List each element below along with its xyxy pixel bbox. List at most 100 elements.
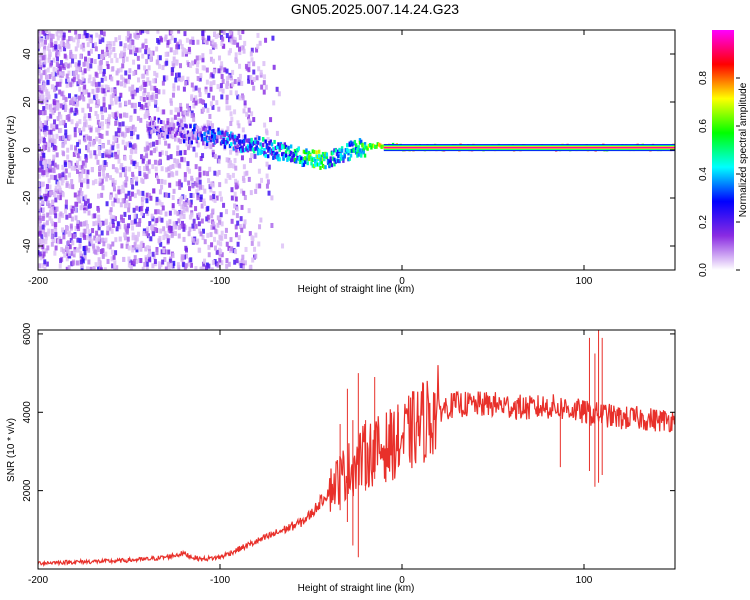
spectrogram-noise-cell xyxy=(96,159,100,165)
spectrogram-ridge-cell xyxy=(302,149,306,154)
spectrogram-noise-cell xyxy=(114,37,118,43)
spectrogram-noise-cell xyxy=(233,203,237,209)
spectrogram-noise-cell xyxy=(213,31,217,37)
spectrogram-noise-cell xyxy=(225,94,229,100)
spectrogram-noise-cell xyxy=(75,123,79,129)
spectrogram-noise-cell xyxy=(150,213,154,219)
spectrogram-noise-cell xyxy=(155,172,159,178)
spectrogram-ridge-cell xyxy=(188,133,191,138)
spectrogram-noise-cell xyxy=(146,161,150,167)
spectrogram-noise-cell xyxy=(89,34,93,40)
spectrogram-noise-cell xyxy=(149,195,153,201)
spectrogram-ridge-cell xyxy=(269,139,272,144)
spectrogram-noise-cell xyxy=(76,220,80,226)
spectrogram-noise-cell xyxy=(117,189,121,195)
spectrogram-noise-cell xyxy=(49,61,53,67)
spectrogram-noise-cell xyxy=(231,172,235,178)
spectrogram-noise-cell xyxy=(180,210,184,216)
spectrogram-noise-cell xyxy=(38,133,42,139)
spectrogram-noise-cell xyxy=(72,37,76,43)
spectrogram-ridge-cell xyxy=(284,153,288,158)
spectrogram-noise-cell xyxy=(94,154,98,160)
spectrogram-noise-cell xyxy=(237,77,241,83)
spectrogram-noise-cell xyxy=(119,172,123,178)
spectrogram-noise-cell xyxy=(250,79,254,85)
spectrogram-noise-cell xyxy=(152,78,156,84)
spectrogram-noise-cell xyxy=(262,89,266,95)
spectrogram-noise-cell xyxy=(165,60,169,66)
spectrogram-noise-cell xyxy=(127,74,131,80)
spectrogram-noise-cell xyxy=(213,42,217,48)
spectrogram-noise-cell xyxy=(142,96,146,102)
spectrogram-noise-cell xyxy=(275,86,279,92)
spectrogram-noise-cell xyxy=(89,150,93,156)
spectrogram-noise-cell xyxy=(53,119,57,125)
spectrogram-noise-cell xyxy=(169,227,173,233)
spectrogram-noise-cell xyxy=(227,163,231,169)
spectrogram-noise-cell xyxy=(237,30,241,36)
spectrogram-ridge-cell xyxy=(334,159,337,164)
spectrogram-noise-cell xyxy=(63,101,67,107)
spectrogram-ridge-cell xyxy=(375,144,378,149)
spectrogram-noise-cell xyxy=(165,167,169,173)
spectrogram-noise-cell xyxy=(114,237,118,243)
spectrogram-noise-cell xyxy=(50,72,54,78)
spectrogram-noise-cell xyxy=(42,251,46,257)
spectrogram-noise-cell xyxy=(102,71,106,77)
spectrogram-noise-cell xyxy=(95,136,99,142)
spectrogram-ridge-cell xyxy=(203,125,206,130)
spectrogram-noise-cell xyxy=(78,86,82,92)
spectrogram-noise-cell xyxy=(108,104,112,110)
spectrogram-noise-cell xyxy=(82,46,86,52)
spectrogram-ridge-cell xyxy=(344,148,348,153)
spectrogram-noise-cell xyxy=(134,148,138,154)
spectrogram-noise-cell xyxy=(236,241,240,247)
spectrogram-noise-cell xyxy=(98,34,102,40)
spectrogram-noise-cell xyxy=(143,166,147,172)
spectrogram-noise-cell xyxy=(60,227,64,233)
spectrogram-noise-cell xyxy=(118,102,122,108)
spectrogram-noise-cell xyxy=(79,205,83,211)
spectrogram-noise-cell xyxy=(49,206,53,212)
spectrogram-noise-cell xyxy=(55,49,59,55)
spectrogram-noise-cell xyxy=(140,154,144,160)
spectrogram-noise-cell xyxy=(58,173,62,179)
spectrogram-noise-cell xyxy=(38,39,40,45)
spectrogram-noise-cell xyxy=(41,207,45,213)
spectrogram-ridge-cell xyxy=(216,138,219,143)
spectrogram-noise-cell xyxy=(236,120,240,126)
spectrogram-noise-cell xyxy=(122,256,126,262)
spectrogram-noise-cell xyxy=(49,103,53,109)
spectrogram-noise-cell xyxy=(274,148,278,154)
spectrogram-noise-cell xyxy=(199,231,203,237)
spectrogram-noise-cell xyxy=(149,56,153,62)
spectrogram-noise-cell xyxy=(211,95,215,101)
spectrogram-noise-cell xyxy=(64,199,68,205)
spectrogram-ridge-cell xyxy=(283,153,286,158)
spectrogram-noise-cell xyxy=(207,252,211,258)
spectrogram-noise-cell xyxy=(196,195,200,201)
spectrogram-noise-cell xyxy=(55,133,59,139)
spectrogram-noise-cell xyxy=(172,83,176,89)
spectrogram-noise-cell xyxy=(123,223,127,229)
spectrogram-noise-cell xyxy=(97,193,101,199)
spectrogram-noise-cell xyxy=(68,213,72,219)
spectrogram-noise-cell xyxy=(153,99,157,105)
spectrogram-noise-cell xyxy=(189,262,193,268)
spectrogram-ridge-cell xyxy=(240,145,243,150)
spectrogram-noise-cell xyxy=(240,81,244,87)
spectrogram-noise-cell xyxy=(46,116,50,122)
spectrogram-noise-cell xyxy=(42,213,46,219)
spectrogram-noise-cell xyxy=(127,99,131,105)
spectrogram-noise-cell xyxy=(85,32,89,38)
spectrogram-noise-cell xyxy=(196,39,200,45)
spectrogram-noise-cell xyxy=(188,186,192,192)
spectrogram-noise-cell xyxy=(69,36,73,42)
spectrogram-noise-cell xyxy=(209,56,213,62)
spectrogram-ridge-cell xyxy=(311,157,315,162)
spectrogram-noise-cell xyxy=(103,267,107,270)
spectrogram-noise-cell xyxy=(94,42,98,48)
spectrogram-noise-cell xyxy=(124,193,128,199)
spectrogram-ridge-cell xyxy=(179,122,182,127)
